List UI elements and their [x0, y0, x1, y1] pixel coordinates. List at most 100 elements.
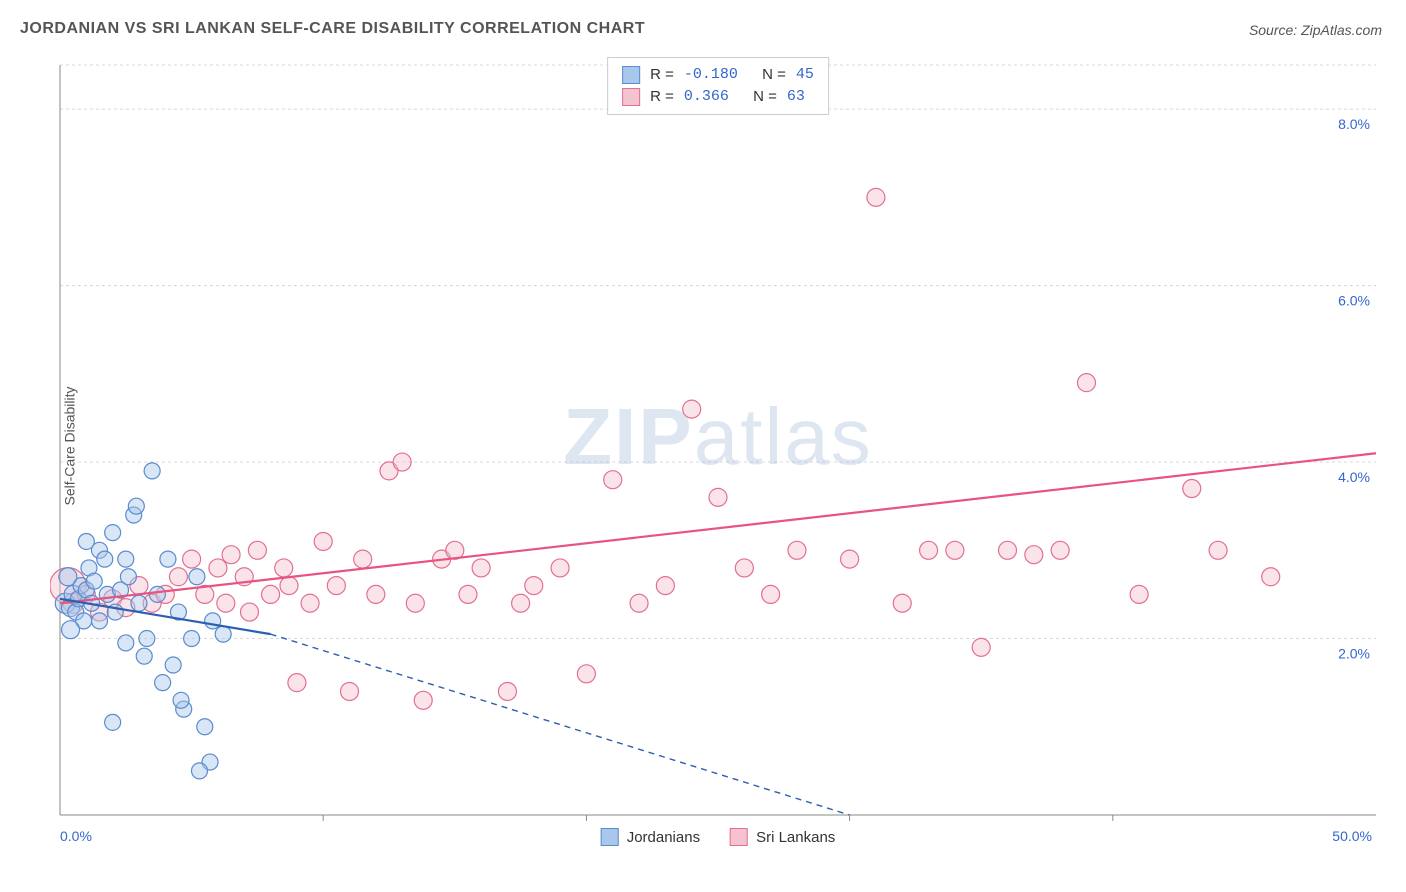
y-tick-label: 6.0% [1338, 293, 1370, 309]
data-point [248, 541, 266, 559]
data-point [217, 594, 235, 612]
data-point [525, 577, 543, 595]
legend-swatch-icon [622, 88, 640, 106]
data-point [762, 585, 780, 603]
r-label: R = [650, 64, 674, 86]
data-point [630, 594, 648, 612]
chart-container: 2.0%4.0%6.0%8.0%0.0%50.0% ZIPatlas R = -… [50, 55, 1386, 850]
data-point [893, 594, 911, 612]
data-point [241, 603, 259, 621]
data-point [184, 631, 200, 647]
data-point [735, 559, 753, 577]
data-point [136, 648, 152, 664]
data-point [1077, 374, 1095, 392]
data-point [709, 488, 727, 506]
data-point [841, 550, 859, 568]
data-point [459, 585, 477, 603]
n-label: N = [753, 86, 777, 108]
data-point [189, 569, 205, 585]
legend-swatch-icon [622, 66, 640, 84]
chart-title: JORDANIAN VS SRI LANKAN SELF-CARE DISABI… [20, 20, 645, 38]
data-point [275, 559, 293, 577]
data-point [209, 559, 227, 577]
data-point [169, 568, 187, 586]
series-legend-item: Sri Lankans [730, 828, 835, 846]
data-point [139, 631, 155, 647]
data-point [406, 594, 424, 612]
data-point [1130, 585, 1148, 603]
data-point [683, 400, 701, 418]
data-point [191, 763, 207, 779]
data-point [498, 682, 516, 700]
data-point [118, 635, 134, 651]
data-point [999, 541, 1017, 559]
data-point [160, 551, 176, 567]
data-point [367, 585, 385, 603]
scatter-chart: 2.0% 4.0% 6.0% 8.0% 0.0% 50.0% [50, 55, 1386, 850]
data-point [577, 665, 595, 683]
data-point [301, 594, 319, 612]
n-value: 45 [796, 64, 814, 86]
legend-swatch-icon [601, 828, 619, 846]
data-point [165, 657, 181, 673]
y-tick-label: 8.0% [1338, 116, 1370, 132]
data-point [262, 585, 280, 603]
stats-legend: R = -0.180 N = 45 R = 0.366 N = 63 [607, 57, 829, 115]
y-tick-label: 4.0% [1338, 469, 1370, 485]
series-legend: Jordanians Sri Lankans [601, 828, 836, 846]
data-point [86, 573, 102, 589]
data-point [656, 577, 674, 595]
series-label: Sri Lankans [756, 829, 835, 846]
data-point [105, 525, 121, 541]
data-point [97, 551, 113, 567]
data-point [327, 577, 345, 595]
data-point [118, 551, 134, 567]
data-point [155, 675, 171, 691]
x-tick-label: 50.0% [1332, 828, 1372, 844]
data-point [1025, 546, 1043, 564]
data-point [414, 691, 432, 709]
data-point [1262, 568, 1280, 586]
data-point [1051, 541, 1069, 559]
x-tick-label: 0.0% [60, 828, 92, 844]
r-label: R = [650, 86, 674, 108]
source-attribution: Source: ZipAtlas.com [1249, 22, 1382, 38]
data-point [972, 638, 990, 656]
data-point [128, 498, 144, 514]
data-point [920, 541, 938, 559]
trend-line [60, 453, 1376, 603]
data-point [120, 569, 136, 585]
data-point [288, 674, 306, 692]
data-point [512, 594, 530, 612]
r-value: 0.366 [684, 86, 729, 108]
data-point [314, 532, 332, 550]
data-point [222, 546, 240, 564]
data-point [78, 533, 94, 549]
data-point [183, 550, 201, 568]
data-point [197, 719, 213, 735]
data-point [472, 559, 490, 577]
stats-legend-row: R = -0.180 N = 45 [622, 64, 814, 86]
data-point [280, 577, 298, 595]
stats-legend-row: R = 0.366 N = 63 [622, 86, 814, 108]
data-point [946, 541, 964, 559]
n-value: 63 [787, 86, 805, 108]
data-point [393, 453, 411, 471]
data-point [788, 541, 806, 559]
data-point [551, 559, 569, 577]
data-point [354, 550, 372, 568]
data-point [173, 692, 189, 708]
data-point [91, 613, 107, 629]
data-point [1209, 541, 1227, 559]
data-point [149, 586, 165, 602]
data-point [341, 682, 359, 700]
n-label: N = [762, 64, 786, 86]
data-point [205, 613, 221, 629]
legend-swatch-icon [730, 828, 748, 846]
data-point [62, 621, 80, 639]
series-label: Jordanians [627, 829, 700, 846]
data-point [144, 463, 160, 479]
data-point [131, 595, 147, 611]
y-tick-label: 2.0% [1338, 646, 1370, 662]
data-point [215, 626, 231, 642]
